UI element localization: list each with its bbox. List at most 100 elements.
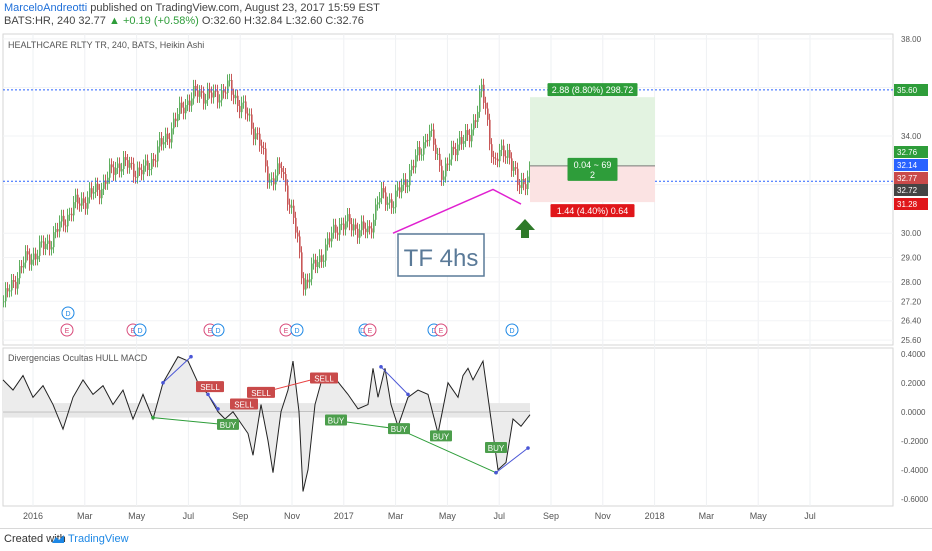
event-marker-label: D (509, 328, 514, 335)
candle-body (251, 114, 253, 129)
candle-body (529, 167, 531, 177)
event-marker-label: D (215, 328, 220, 335)
candle-body (215, 90, 217, 92)
candle-body (199, 91, 201, 97)
divergence-point (406, 392, 410, 397)
signal-badge (196, 381, 224, 393)
candle-body (299, 236, 301, 253)
candle-body (283, 172, 285, 175)
candle-body (263, 147, 265, 149)
candle-body (353, 224, 355, 231)
candle-body (187, 100, 189, 106)
candle-body (425, 139, 427, 143)
candle-body (147, 160, 149, 170)
event-marker-icon (60, 323, 74, 337)
candle-body (315, 259, 317, 267)
candle-body (245, 101, 247, 114)
event-marker-icon (505, 323, 519, 337)
candle-body (173, 118, 175, 129)
candle-body (369, 226, 371, 229)
author-link[interactable]: MarceloAndreotti (4, 2, 88, 14)
candle-body (3, 301, 5, 303)
candle-body (337, 232, 339, 235)
candle-body (57, 228, 59, 232)
candle-body (267, 166, 269, 183)
divergence-line (162, 356, 192, 384)
candle-body (301, 252, 303, 279)
event-marker-label: E (284, 328, 289, 335)
candle-body (105, 180, 107, 184)
candle-body (89, 188, 91, 198)
annotation-text: TF 4hs (404, 245, 479, 272)
candle-body (11, 280, 13, 291)
candle-body (427, 139, 429, 141)
candle-body (49, 240, 51, 250)
candle-body (163, 142, 165, 145)
candle-body (179, 102, 181, 115)
candle-body (285, 174, 287, 186)
candle-body (65, 225, 67, 227)
tradingview-brand[interactable]: TradingView (68, 533, 129, 545)
candle-body (313, 259, 315, 264)
x-tick-label: Jul (804, 511, 816, 521)
candle-body (31, 259, 33, 265)
candle-body (459, 137, 461, 145)
candle-body (513, 167, 515, 171)
candle-body (457, 144, 459, 156)
event-marker-label: E (439, 328, 444, 335)
candle-body (465, 130, 467, 142)
y-tick-label: 26.40 (901, 317, 922, 326)
divergence-line (380, 366, 409, 395)
candle-body (441, 165, 443, 180)
x-tick-label: Sep (543, 511, 559, 521)
candle-body (169, 138, 171, 143)
divergence-point (151, 415, 155, 420)
candle-body (365, 228, 367, 233)
candle-body (325, 244, 327, 261)
signal-label: SELL (234, 401, 254, 410)
candle-body (261, 145, 263, 148)
signal-label: BUY (391, 425, 408, 434)
candle-body (445, 163, 447, 177)
candle-body (189, 100, 191, 106)
candle-body (33, 253, 35, 260)
event-marker-label: D (294, 328, 299, 335)
osc-area (3, 356, 530, 492)
candle-body (257, 133, 259, 135)
x-tick-label: May (128, 511, 146, 521)
candle-body (437, 153, 439, 155)
candle-body (335, 224, 337, 233)
candle-body (225, 92, 227, 94)
candle-body (185, 105, 187, 114)
candle-body (485, 102, 487, 109)
candle-body (461, 137, 463, 144)
candle-body (129, 162, 131, 168)
candle-body (77, 194, 79, 204)
symbol-line: BATS:HR, 240 (4, 15, 79, 27)
x-tick-label: Mar (699, 511, 715, 521)
candle-body (45, 243, 47, 250)
candle-body (39, 241, 41, 256)
event-marker-icon (211, 323, 225, 337)
candle-body (139, 167, 141, 170)
candle-body (177, 114, 179, 122)
signal-label: BUY (433, 432, 450, 441)
candle-body (161, 138, 163, 145)
up-arrow-icon (515, 219, 535, 238)
candle-body (307, 279, 309, 283)
price-label-bg (894, 172, 928, 184)
candle-body (477, 111, 479, 122)
candle-body (275, 175, 277, 185)
candle-body (63, 215, 65, 226)
candle-body (349, 214, 351, 225)
price-label-bg (894, 198, 928, 210)
y-tick-label: 27.20 (901, 297, 922, 306)
candle-body (323, 260, 325, 262)
chart-svg[interactable]: HEALTHCARE RLTY TR, 240, BATS, Heikin As… (0, 0, 932, 528)
candle-body (149, 169, 151, 171)
y-tick-label: 29.00 (901, 254, 922, 263)
footer-bar: Created with TradingView (0, 528, 932, 551)
candle-body (435, 144, 437, 154)
candle-body (233, 94, 235, 99)
candle-body (439, 153, 441, 166)
